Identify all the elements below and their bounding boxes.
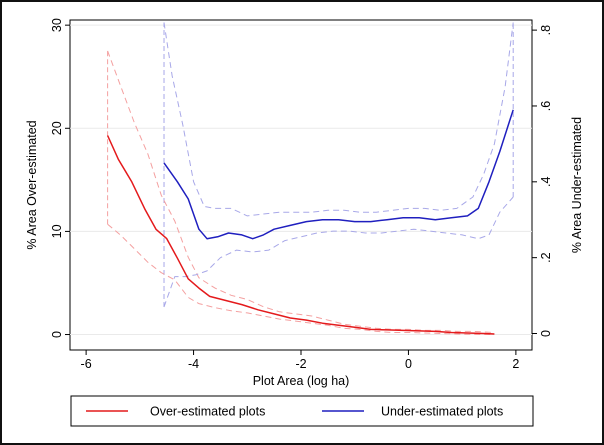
x-axis-label: Plot Area (log ha) — [253, 374, 350, 388]
x-tick-label-1: -4 — [188, 357, 199, 371]
series-lines — [106, 22, 514, 335]
y-left-tick-label-3: 30 — [50, 18, 64, 32]
y-left-axis-label: % Area Over-estimated — [25, 120, 39, 249]
series-line-0 — [106, 135, 495, 335]
legend-box — [70, 395, 534, 427]
y-right-tick-label-4: .8 — [539, 25, 553, 35]
y-left-axis-ticks: 0 10 20 30 — [50, 18, 70, 338]
y-left-tick-label-0: 0 — [50, 331, 64, 338]
gridlines — [70, 24, 532, 336]
series-line-3 — [163, 109, 514, 240]
y-right-tick-label-2: .4 — [539, 177, 553, 187]
series-line-4 — [163, 22, 514, 217]
series-line-5 — [163, 196, 514, 308]
y-left-tick-label-1: 10 — [50, 224, 64, 238]
x-axis-ticks: -6 -4 -2 0 2 — [81, 350, 519, 371]
x-tick-label-0: -6 — [81, 357, 92, 371]
x-tick-label-2: -2 — [295, 357, 306, 371]
legend-label-over: Over-estimated plots — [150, 405, 265, 419]
y-right-tick-label-3: .6 — [539, 101, 553, 111]
y-right-axis-ticks: 0 .2 .4 .6 .8 — [532, 25, 553, 337]
series-line-1 — [107, 50, 495, 333]
legend-label-under: Under-estimated plots — [381, 405, 503, 419]
x-tick-label-3: 0 — [405, 357, 412, 371]
ci-edges — [107, 22, 514, 307]
plot-area — [69, 19, 533, 351]
y-right-tick-label-1: .2 — [539, 252, 553, 262]
y-left-tick-label-2: 20 — [50, 121, 64, 135]
series-line-2 — [107, 223, 495, 335]
x-tick-label-4: 2 — [512, 357, 519, 371]
y-right-axis-label: % Area Under-estimated — [570, 117, 584, 253]
y-right-tick-label-0: 0 — [539, 330, 553, 337]
legend: Over-estimated plots Under-estimated plo… — [70, 395, 534, 427]
